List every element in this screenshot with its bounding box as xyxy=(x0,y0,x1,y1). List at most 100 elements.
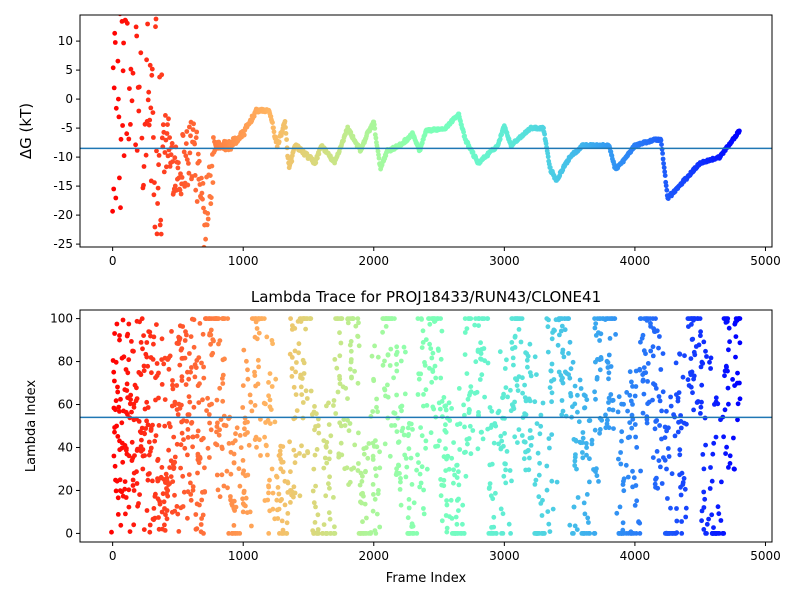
lambda-point xyxy=(326,422,332,427)
lambda-point xyxy=(698,411,703,416)
lambda-point xyxy=(482,394,487,400)
lambda-point xyxy=(638,468,643,474)
lambda-point xyxy=(397,487,403,492)
lambda-point xyxy=(333,411,339,416)
lambda-point xyxy=(418,371,424,377)
lambda-point xyxy=(373,438,378,443)
lambda-point xyxy=(479,372,485,378)
lambda-point xyxy=(419,317,424,322)
lambda-point xyxy=(375,354,381,360)
lambda-point xyxy=(291,484,297,490)
lambda-point xyxy=(559,323,565,329)
lambda-point xyxy=(430,404,436,410)
delta-g-point xyxy=(165,122,170,127)
lambda-point xyxy=(119,420,125,426)
delta-g-point xyxy=(241,132,247,138)
lambda-point xyxy=(441,395,447,400)
lambda-point xyxy=(127,401,133,407)
lambda-point xyxy=(735,401,741,407)
delta-g-point xyxy=(371,122,377,127)
lambda-point xyxy=(731,435,736,441)
lambda-point xyxy=(264,334,270,340)
lambda-point xyxy=(499,438,505,444)
lambda-point xyxy=(637,531,643,536)
lambda-point xyxy=(264,443,269,449)
lambda-point xyxy=(270,490,276,496)
delta-g-point xyxy=(200,196,205,202)
lambda-point xyxy=(361,451,367,457)
lambda-point xyxy=(558,328,564,334)
lambda-point xyxy=(356,430,361,436)
lambda-point xyxy=(645,379,650,384)
lambda-point xyxy=(374,444,380,450)
delta-g-point xyxy=(211,135,216,140)
lambda-point xyxy=(113,407,118,413)
lambda-point xyxy=(523,412,529,418)
lambda-point xyxy=(266,531,272,536)
lambda-point xyxy=(209,352,215,358)
lambda-point xyxy=(576,419,582,425)
lambda-point xyxy=(406,497,412,502)
lambda-point xyxy=(197,502,202,508)
lambda-point xyxy=(151,506,157,511)
lambda-point xyxy=(416,376,422,382)
x-tick-label: 1000 xyxy=(228,254,259,268)
lambda-point xyxy=(210,337,216,342)
lambda-point xyxy=(274,474,280,480)
lambda-point xyxy=(383,324,389,329)
delta-g-point xyxy=(145,97,151,103)
lambda-point xyxy=(380,329,385,335)
lambda-point xyxy=(186,472,192,477)
delta-g-point xyxy=(208,201,214,207)
lambda-point xyxy=(130,477,136,483)
lambda-point xyxy=(374,511,380,517)
lambda-point xyxy=(240,383,246,388)
lambda-point xyxy=(129,409,134,415)
lambda-point xyxy=(451,467,456,473)
lambda-point xyxy=(606,352,612,358)
lambda-point xyxy=(216,432,222,438)
y-tick-label: 60 xyxy=(58,398,73,412)
delta-g-x-ticks: 0 1000 2000 3000 4000 5000 xyxy=(109,247,781,268)
lambda-point xyxy=(190,487,196,493)
lambda-point xyxy=(188,497,194,503)
lambda-point xyxy=(444,502,450,508)
lambda-point xyxy=(474,389,480,395)
lambda-point xyxy=(698,329,703,335)
lambda-point xyxy=(151,341,156,347)
lambda-point xyxy=(172,454,178,460)
lambda-point xyxy=(547,445,552,451)
lambda-point xyxy=(266,490,271,496)
lambda-point xyxy=(658,367,664,372)
lambda-point xyxy=(174,441,180,447)
lambda-point xyxy=(414,467,419,473)
lambda-point xyxy=(467,423,473,429)
lambda-point xyxy=(252,369,257,375)
delta-g-point xyxy=(270,120,275,125)
delta-g-point xyxy=(110,208,115,214)
lambda-point xyxy=(733,354,738,360)
lambda-point xyxy=(630,468,635,474)
delta-g-point xyxy=(284,137,289,143)
lambda-point xyxy=(112,378,117,384)
lambda-point xyxy=(370,457,376,462)
lambda-point xyxy=(617,504,623,510)
lambda-point xyxy=(623,462,629,468)
lambda-point xyxy=(656,394,662,399)
lambda-point xyxy=(112,331,117,336)
lambda-point xyxy=(187,399,193,405)
delta-g-point xyxy=(147,117,153,123)
lambda-point xyxy=(369,353,375,359)
lambda-point xyxy=(131,488,137,493)
lambda-point xyxy=(509,340,515,345)
lambda-point xyxy=(726,465,731,470)
lambda-point xyxy=(190,434,196,440)
lambda-point xyxy=(296,341,302,347)
lambda-point xyxy=(205,395,211,401)
lambda-point xyxy=(498,433,504,439)
lambda-point xyxy=(118,522,124,528)
delta-g-point xyxy=(113,105,119,111)
lambda-point xyxy=(143,426,149,431)
lambda-point xyxy=(567,522,573,528)
delta-g-point xyxy=(207,173,213,179)
